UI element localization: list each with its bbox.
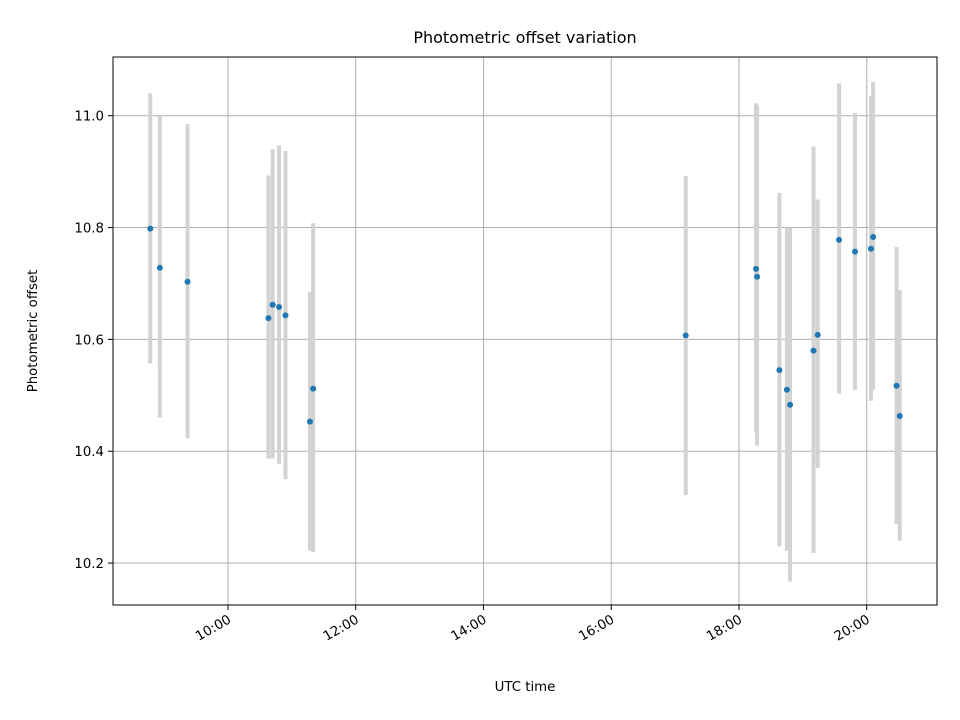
data-point bbox=[836, 236, 843, 243]
data-point bbox=[310, 385, 317, 392]
data-point bbox=[893, 382, 900, 389]
data-point bbox=[814, 331, 821, 338]
data-point bbox=[810, 347, 817, 354]
data-point bbox=[867, 245, 874, 252]
data-point bbox=[870, 234, 877, 241]
data-point bbox=[156, 264, 163, 271]
data-point bbox=[787, 401, 794, 408]
data-point bbox=[896, 412, 903, 419]
plot-area bbox=[113, 57, 937, 605]
data-point bbox=[269, 301, 276, 308]
point-layer bbox=[147, 225, 903, 425]
data-point bbox=[783, 386, 790, 393]
x-axis-label: UTC time bbox=[495, 680, 556, 695]
data-point bbox=[282, 312, 289, 319]
data-point bbox=[776, 367, 783, 374]
plot-frame bbox=[112, 56, 938, 606]
data-point bbox=[754, 273, 761, 280]
data-point bbox=[265, 315, 272, 322]
data-point bbox=[682, 332, 689, 339]
data-point bbox=[147, 225, 154, 232]
data-point bbox=[276, 303, 283, 310]
y-tick-label: 11.0 bbox=[74, 110, 104, 125]
y-tick-label: 10.4 bbox=[74, 445, 104, 460]
y-tick-label: 10.8 bbox=[74, 222, 104, 237]
y-tick-label: 10.2 bbox=[74, 557, 104, 572]
data-point bbox=[306, 418, 313, 425]
grid-layer bbox=[113, 57, 937, 605]
y-axis-label: Photometric offset bbox=[26, 270, 41, 393]
y-tick-label: 10.6 bbox=[74, 333, 104, 348]
chart-title: Photometric offset variation bbox=[413, 28, 636, 47]
data-point bbox=[184, 278, 191, 285]
data-point bbox=[753, 265, 760, 272]
data-point bbox=[852, 248, 859, 255]
